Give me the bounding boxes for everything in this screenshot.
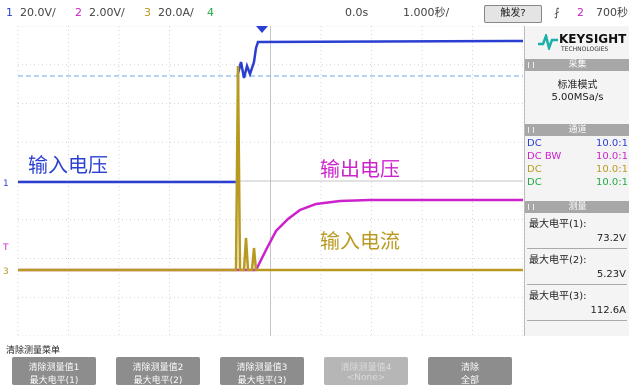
input-voltage-label: 输入电压 xyxy=(28,153,108,177)
measurement-2-value: 5.23V xyxy=(596,269,626,280)
brand-subtitle: TECHNOLOGIES xyxy=(561,46,609,53)
brand-name: KEYSIGHT xyxy=(559,32,627,46)
divider xyxy=(527,248,627,249)
ch3-probe: 10.0:1 xyxy=(596,164,628,175)
clear-all-button[interactable]: 清除 全部 xyxy=(428,357,512,386)
ch2-scale[interactable]: 2.00V/ xyxy=(89,6,125,19)
ch3-ground-marker[interactable]: 3 xyxy=(3,267,9,277)
clear-meas-2-button[interactable]: 清除测量值2 最大电平(2) xyxy=(116,357,200,386)
waveform-display[interactable]: 1 T 3 输入电压 输出电压 输入电流 xyxy=(0,25,524,337)
keysight-logo-icon xyxy=(538,34,558,50)
ch1-ground-marker[interactable]: 1 xyxy=(3,179,9,189)
ch3-coupling: DC xyxy=(527,164,542,175)
info-panel: KEYSIGHT TECHNOLOGIES 采集 标准模式 5.00MSa/s … xyxy=(524,26,629,336)
ch3-scale[interactable]: 20.0A/ xyxy=(158,6,194,19)
input-current-label: 输入电流 xyxy=(320,229,400,253)
ch1-probe: 10.0:1 xyxy=(596,138,628,149)
channel-header[interactable]: 通道 xyxy=(525,124,629,136)
ch4-number[interactable]: 4 xyxy=(207,6,214,19)
menu-title: 清除测量菜单 xyxy=(6,346,61,356)
time-offset[interactable]: 0.0s xyxy=(345,6,369,19)
divider xyxy=(527,284,627,285)
measure-header[interactable]: 测量 xyxy=(525,201,629,213)
ch4-probe: 10.0:1 xyxy=(596,177,628,188)
clear-meas-4-button[interactable]: 清除测量值4 <None> xyxy=(324,357,408,385)
measurement-1-value: 73.2V xyxy=(596,233,626,244)
ch2-trace xyxy=(18,198,523,272)
grip-icon xyxy=(528,127,534,133)
status-bar: 1 20.0V/ 2 2.00V/ 3 20.0A/ 4 0.0s 1.000秒… xyxy=(0,0,629,26)
trigger-position-icon xyxy=(256,26,268,33)
ch1-scale[interactable]: 20.0V/ xyxy=(20,6,56,19)
output-voltage-label: 输出电压 xyxy=(320,157,400,181)
ch1-number[interactable]: 1 xyxy=(6,6,13,19)
ch2-number[interactable]: 2 xyxy=(75,6,82,19)
time-scale[interactable]: 1.000秒/ xyxy=(403,6,450,19)
ch2-coupling: DC BW xyxy=(527,151,562,162)
acquisition-mode: 标准模式 xyxy=(557,80,598,91)
grip-icon xyxy=(528,204,534,210)
waveform-svg: 1 T 3 输入电压 输出电压 输入电流 xyxy=(2,25,524,337)
ch3-trace xyxy=(18,65,523,272)
trigger-level[interactable]: 700秒 xyxy=(596,6,628,19)
ch1-coupling: DC xyxy=(527,138,542,149)
sample-rate: 5.00MSa/s xyxy=(551,92,604,103)
ch4-ground-marker[interactable]: T xyxy=(2,243,9,253)
measurement-2-label: 最大电平(2): xyxy=(529,255,587,266)
grip-icon xyxy=(528,62,534,68)
divider xyxy=(527,320,627,321)
trigger-source[interactable]: 2 xyxy=(577,6,584,19)
clear-meas-1-button[interactable]: 清除测量值1 最大电平(1) xyxy=(12,357,96,386)
measurement-1-label: 最大电平(1): xyxy=(529,219,587,230)
ch4-coupling: DC xyxy=(527,177,542,188)
softkey-bar: 清除测量菜单 清除测量值1 最大电平(1) 清除测量值2 最大电平(2) 清除测… xyxy=(0,337,629,387)
ch3-number[interactable]: 3 xyxy=(144,6,151,19)
trigger-status-button[interactable]: 触发? xyxy=(484,5,542,23)
clear-meas-3-button[interactable]: 清除测量值3 最大电平(3) xyxy=(220,357,304,386)
acquisition-header[interactable]: 采集 xyxy=(525,59,629,71)
trigger-edge-icon: ⨏ xyxy=(554,6,560,19)
ch2-probe: 10.0:1 xyxy=(596,151,628,162)
measurement-3-value: 112.6A xyxy=(590,305,626,316)
measurement-3-label: 最大电平(3): xyxy=(529,291,587,302)
